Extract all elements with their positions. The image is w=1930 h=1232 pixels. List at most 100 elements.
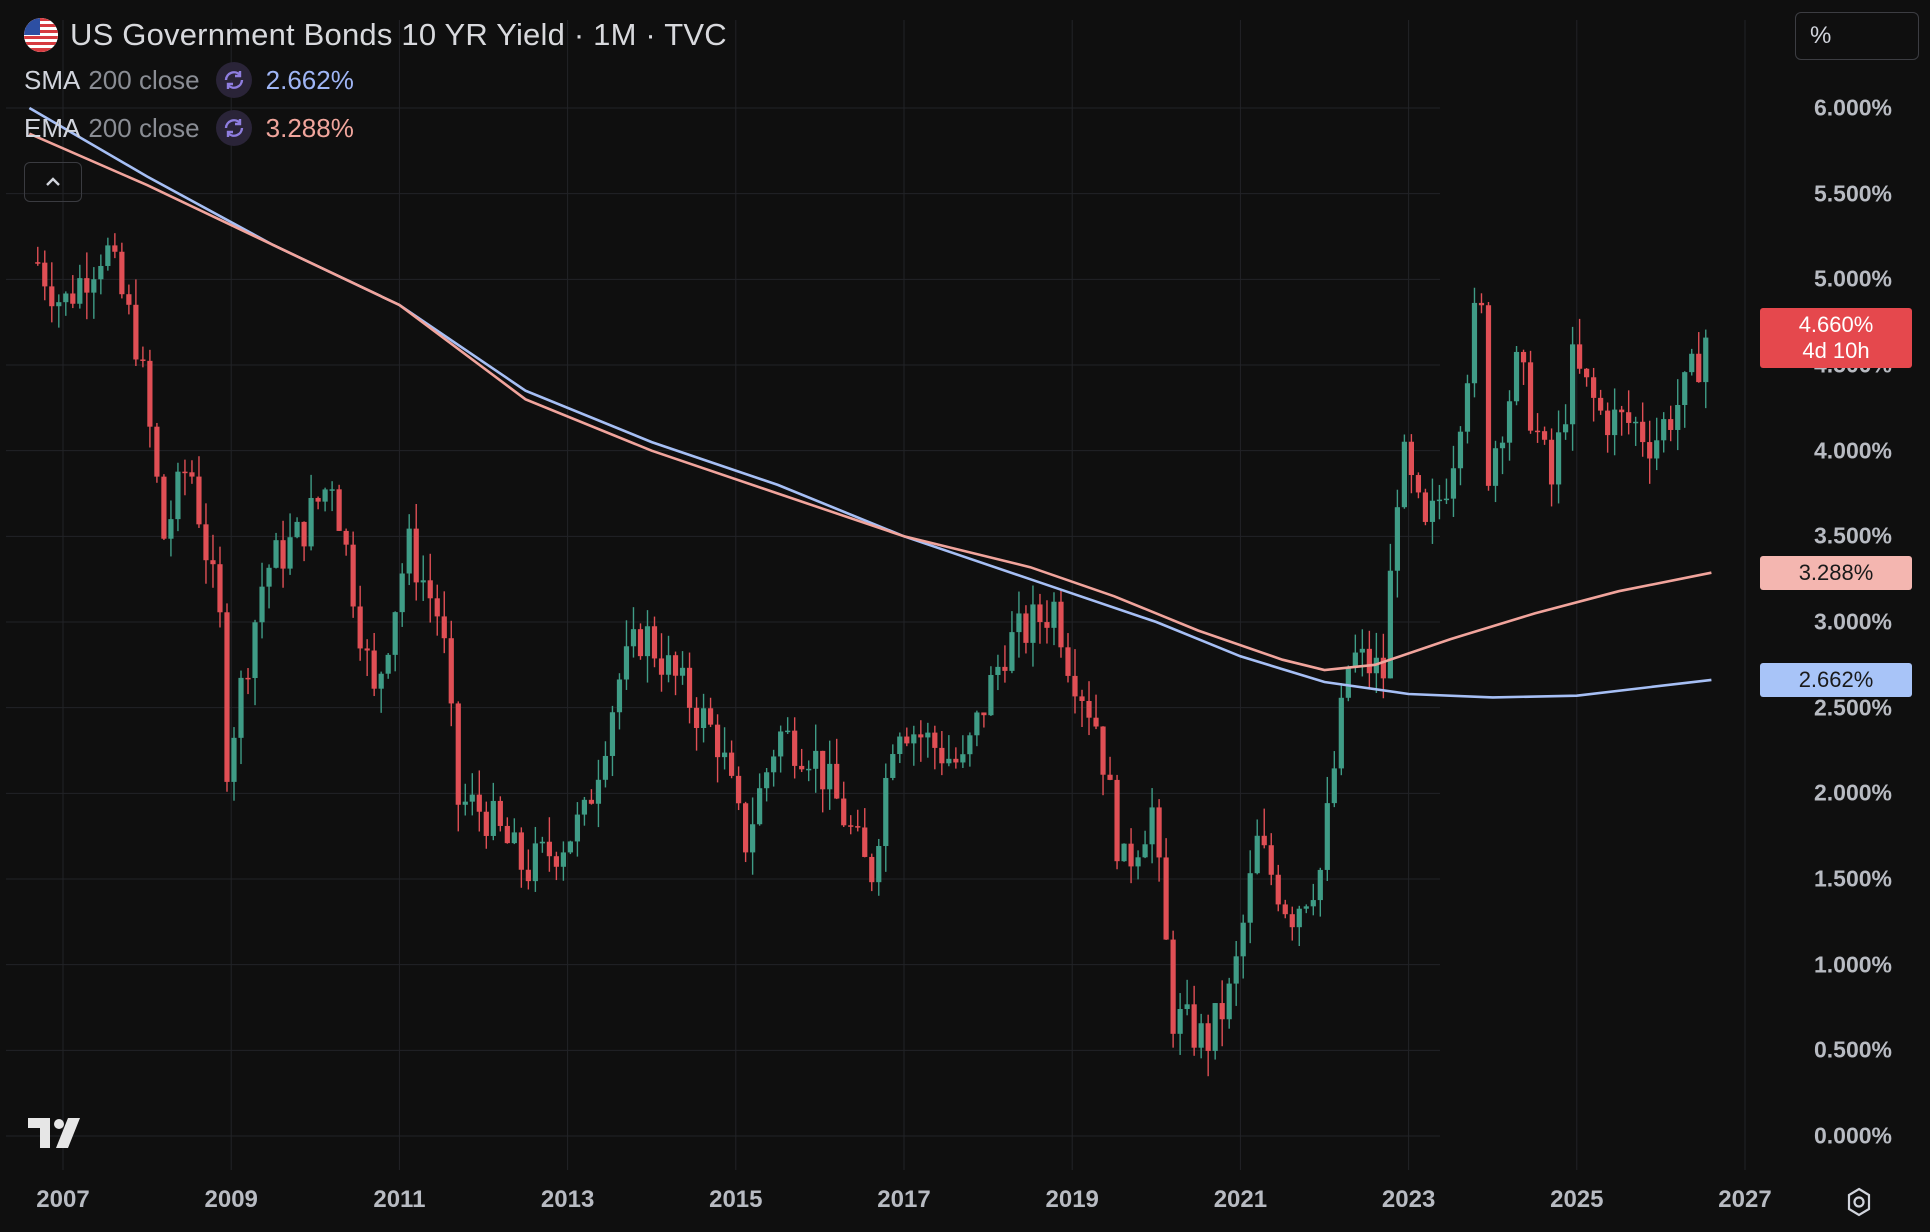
candle-body bbox=[63, 293, 69, 303]
candle-body bbox=[897, 736, 903, 755]
legend: US Government Bonds 10 YR Yield · 1M · T… bbox=[24, 14, 727, 152]
candle-body bbox=[630, 629, 637, 647]
candle-body bbox=[750, 824, 756, 853]
symbol-title-row[interactable]: US Government Bonds 10 YR Yield · 1M · T… bbox=[24, 14, 727, 56]
refresh-icon[interactable] bbox=[215, 110, 252, 146]
candle-body bbox=[707, 708, 714, 725]
time-axis-label: 2025 bbox=[1550, 1186, 1604, 1213]
candle-body bbox=[1191, 1004, 1197, 1048]
candle-body bbox=[371, 650, 377, 689]
us-flag-icon bbox=[24, 18, 58, 52]
candle-body bbox=[1163, 857, 1169, 940]
candle-body bbox=[1149, 807, 1155, 845]
candle-body bbox=[546, 841, 552, 857]
candle-body bbox=[539, 841, 545, 844]
candle-body bbox=[1591, 377, 1597, 398]
chart-settings-button[interactable] bbox=[1843, 1186, 1875, 1223]
price-axis-label: 6.000% bbox=[1813, 94, 1892, 121]
candle-body bbox=[771, 756, 777, 773]
candle-body bbox=[1310, 900, 1316, 907]
candle-body bbox=[728, 752, 735, 776]
candle-body bbox=[757, 788, 763, 825]
time-axis-label: 2013 bbox=[540, 1186, 595, 1213]
candle-body bbox=[140, 359, 146, 361]
collapse-legend-button[interactable] bbox=[24, 162, 82, 202]
candle-body bbox=[679, 667, 686, 676]
candle-body bbox=[1051, 601, 1057, 628]
candle-body bbox=[1303, 906, 1309, 909]
candle-body bbox=[1605, 410, 1611, 436]
candle-body bbox=[308, 497, 314, 547]
candle-body bbox=[981, 712, 987, 716]
sma-legend-row[interactable]: SMA 200 close 2.662% bbox=[24, 56, 727, 104]
time-axis-label: 2019 bbox=[1045, 1186, 1099, 1213]
candle-body bbox=[266, 567, 272, 587]
candle-body bbox=[1247, 873, 1253, 923]
candle-body bbox=[700, 708, 707, 728]
candle-body bbox=[1079, 696, 1085, 701]
candle-body bbox=[1450, 468, 1457, 499]
candle-body bbox=[665, 655, 672, 675]
candle-body bbox=[1394, 507, 1400, 571]
candle-body bbox=[637, 629, 644, 657]
candle-body bbox=[35, 262, 41, 264]
candle-body bbox=[595, 779, 602, 804]
ema-value: 3.288% bbox=[265, 112, 354, 143]
refresh-icon[interactable] bbox=[215, 62, 252, 98]
candle-body bbox=[1668, 419, 1674, 430]
candle-body bbox=[1647, 442, 1653, 459]
ema-tag-value: 3.288% bbox=[1798, 559, 1874, 585]
candle-body bbox=[1233, 956, 1239, 984]
candle-body bbox=[483, 811, 489, 836]
candle-body bbox=[98, 265, 104, 280]
candle-body bbox=[224, 612, 230, 782]
percent-scale-toggle[interactable]: % bbox=[1795, 12, 1919, 60]
candle-body bbox=[1240, 922, 1246, 957]
candle-body bbox=[1492, 448, 1499, 486]
candle-body bbox=[792, 730, 798, 766]
candle-body bbox=[1226, 983, 1232, 1020]
candle-body bbox=[1626, 412, 1632, 423]
candle-body bbox=[1359, 648, 1365, 653]
candle-body bbox=[1317, 869, 1323, 901]
time-axis-label: 2027 bbox=[1718, 1186, 1772, 1213]
candle-body bbox=[469, 794, 475, 802]
time-axis-label: 2009 bbox=[204, 1186, 258, 1213]
candle-body bbox=[1156, 807, 1162, 858]
ema-params: 200 close bbox=[88, 112, 200, 143]
candle-body bbox=[273, 540, 279, 568]
candle-body bbox=[1478, 302, 1485, 306]
candle-body bbox=[918, 734, 924, 738]
candle-body bbox=[953, 758, 959, 763]
candle-body bbox=[967, 735, 973, 755]
candle-body bbox=[995, 666, 1001, 675]
candle-body bbox=[1205, 1023, 1211, 1051]
candle-body bbox=[518, 832, 524, 870]
sma-tag-value: 2.662% bbox=[1798, 666, 1874, 692]
price-axis-label: 5.000% bbox=[1813, 265, 1892, 292]
candle-body bbox=[1261, 835, 1267, 846]
candle-body bbox=[413, 528, 419, 583]
ema-price-tag: 3.288% bbox=[1760, 555, 1912, 590]
candle-body bbox=[960, 754, 966, 763]
candle-body bbox=[1338, 697, 1344, 769]
candle-body bbox=[1675, 404, 1681, 430]
candle-body bbox=[1058, 601, 1064, 648]
price-axis-label: 2.000% bbox=[1813, 779, 1892, 806]
candle-body bbox=[1114, 779, 1120, 862]
candle-body bbox=[1016, 613, 1022, 633]
candle-body bbox=[168, 519, 174, 539]
candle-body bbox=[1534, 430, 1541, 433]
tradingview-logo[interactable] bbox=[28, 1118, 92, 1153]
candle-body bbox=[497, 800, 503, 826]
ema-legend-row[interactable]: EMA 200 close 3.288% bbox=[24, 104, 727, 152]
candle-body bbox=[1135, 857, 1141, 867]
candle-body bbox=[1654, 440, 1660, 459]
candle-body bbox=[259, 586, 265, 623]
candle-body bbox=[848, 825, 854, 827]
candle-body bbox=[1577, 344, 1583, 369]
candle-series bbox=[35, 233, 1709, 1077]
candle-body bbox=[1506, 401, 1513, 443]
candle-body bbox=[1072, 675, 1078, 697]
